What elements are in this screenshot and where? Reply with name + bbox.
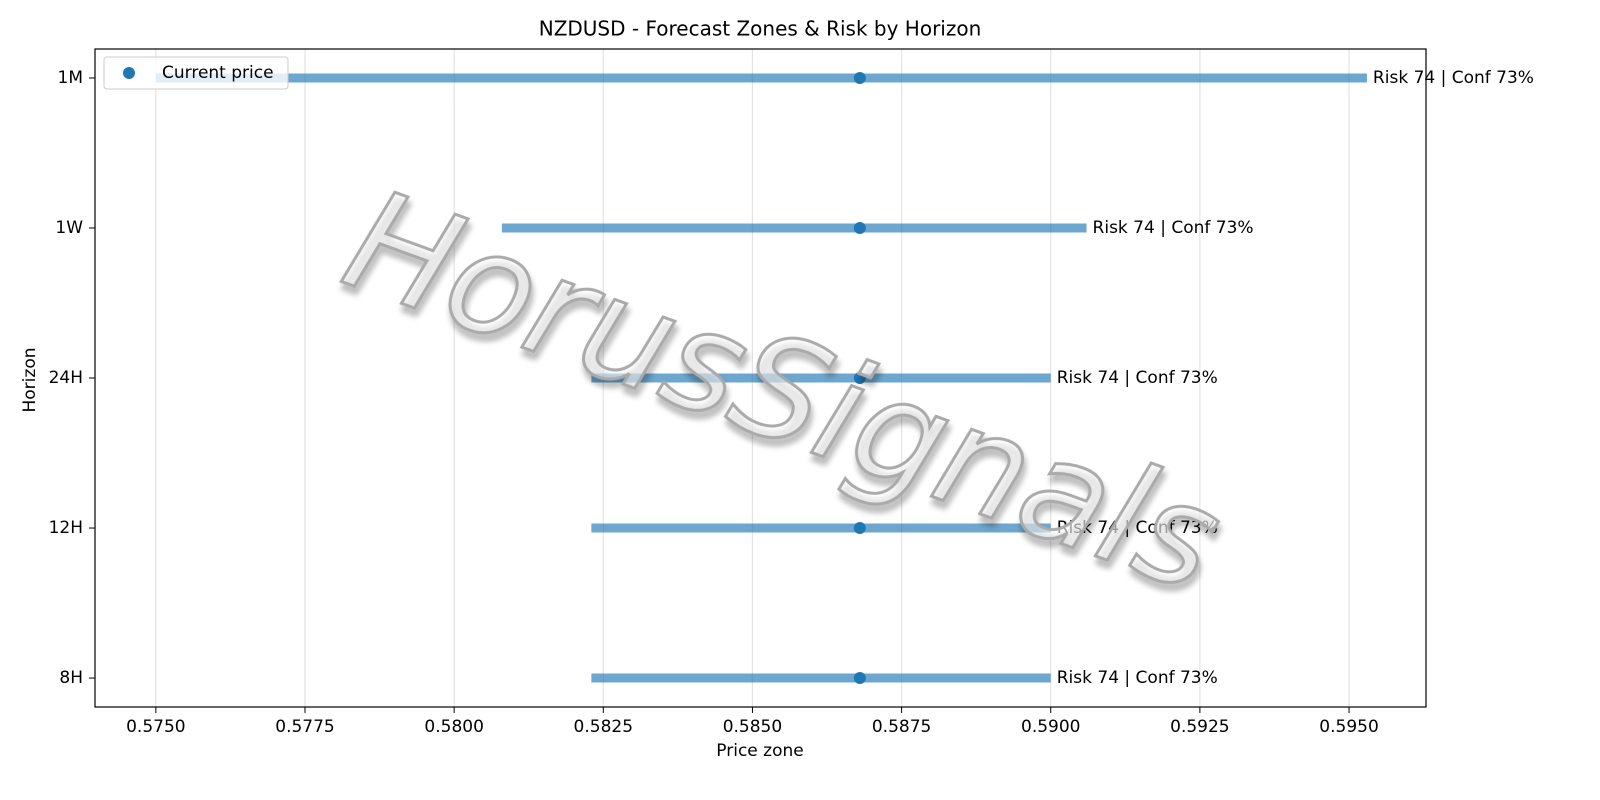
- current-price-dot: [853, 71, 866, 84]
- grid: 0.5750 0.5775 0.5800 0.5825 0.5850 0.5875 0.59…: [49, 49, 1379, 737]
- x-tick-label: 0.5825: [574, 717, 633, 737]
- current-price-dot: [853, 672, 866, 685]
- chart-title: NZDUSD - Forecast Zones & Risk by Horizo…: [539, 17, 982, 41]
- x-tick-label: 0.5925: [1170, 717, 1229, 737]
- axes-frame: [94, 48, 1427, 708]
- annotation: Risk 74 | Conf 73%: [1093, 218, 1254, 238]
- legend-marker: [123, 67, 135, 79]
- x-tick-label: 0.5800: [424, 717, 483, 737]
- x-tick-label: 0.5950: [1319, 717, 1378, 737]
- current-price-dot: [853, 221, 866, 234]
- current-price-dot: [853, 372, 866, 384]
- y-tick-label: 1M: [58, 68, 83, 88]
- y-tick-label: 12H: [49, 518, 83, 538]
- annotation: Risk 74 | Conf 73%: [1057, 668, 1218, 688]
- annotation: Risk 74 | Conf 73%: [1373, 68, 1534, 88]
- annotation: Risk 74 | Conf 73%: [1057, 368, 1218, 388]
- legend-box: [103, 56, 289, 90]
- x-tick-label: 0.5875: [872, 717, 931, 737]
- y-tick-label: 8H: [59, 668, 83, 688]
- y-tick-label: 1W: [55, 218, 83, 238]
- x-axis-label: Price zone: [716, 741, 803, 761]
- annotation: Risk 74 | Conf 73%: [1057, 518, 1218, 538]
- x-tick-label: 0.5900: [1021, 717, 1080, 737]
- x-tick-label: 0.5775: [275, 717, 334, 737]
- current-price-dot: [853, 522, 866, 535]
- legend: Current price: [103, 56, 289, 90]
- y-tick-label: 24H: [49, 368, 83, 388]
- x-tick-label: 0.5850: [723, 717, 782, 737]
- y-axis-label: Horizon: [20, 348, 40, 413]
- legend-label: Current price: [162, 63, 274, 83]
- x-tick-label: 0.5750: [126, 717, 185, 737]
- plot-area: Risk 74 | Conf 73% Risk 74 | Conf 73% Risk…: [155, 68, 1534, 688]
